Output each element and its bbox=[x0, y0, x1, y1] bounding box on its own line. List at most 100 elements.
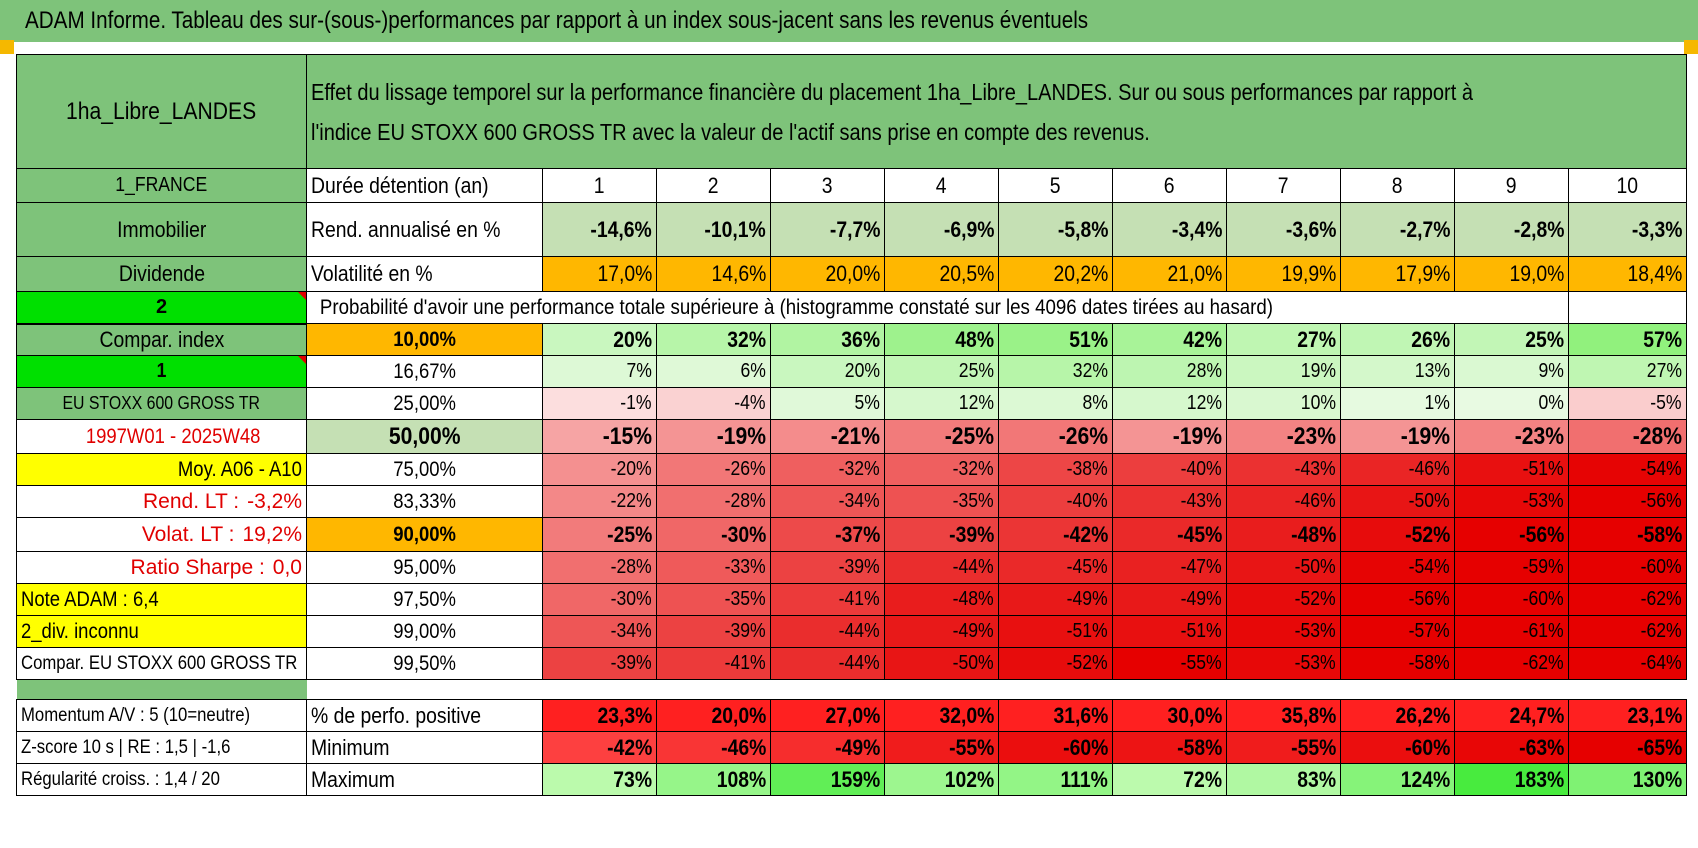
probability-value-cell[interactable]: -35% bbox=[656, 583, 771, 616]
probability-value-cell[interactable]: -62% bbox=[1454, 647, 1569, 680]
probability-value-cell[interactable]: 20% bbox=[542, 323, 657, 356]
probability-value-cell[interactable]: -37% bbox=[770, 517, 885, 552]
probability-value-cell[interactable]: -32% bbox=[770, 453, 885, 486]
probability-value-cell[interactable]: -45% bbox=[998, 551, 1113, 584]
probability-value-cell[interactable]: 7% bbox=[542, 355, 657, 388]
probability-value-cell[interactable]: -62% bbox=[1567, 615, 1688, 648]
probability-value-cell[interactable]: -35% bbox=[884, 485, 999, 518]
stat-value-cell[interactable]: -60% bbox=[1340, 731, 1455, 764]
probability-value-cell[interactable]: -26% bbox=[998, 419, 1113, 454]
probability-value-cell[interactable]: -34% bbox=[542, 615, 657, 648]
rend-value-cell[interactable]: -3,4% bbox=[1112, 202, 1227, 257]
probability-threshold-cell[interactable]: 75,00% bbox=[306, 453, 543, 486]
probability-value-cell[interactable]: 57% bbox=[1567, 323, 1688, 356]
vol-value-cell[interactable]: 18,4% bbox=[1567, 256, 1688, 292]
probability-value-cell[interactable]: 20% bbox=[770, 355, 885, 388]
vol-value-cell[interactable]: 20,0% bbox=[770, 256, 885, 292]
category-cell[interactable]: Immobilier bbox=[16, 202, 307, 257]
rend-value-cell[interactable]: -2,7% bbox=[1340, 202, 1455, 257]
probability-value-cell[interactable]: -26% bbox=[656, 453, 771, 486]
holding-year-cell[interactable]: 2 bbox=[656, 168, 771, 203]
probability-value-cell[interactable]: 26% bbox=[1340, 323, 1455, 356]
probability-value-cell[interactable]: -51% bbox=[998, 615, 1113, 648]
probability-value-cell[interactable]: -56% bbox=[1454, 517, 1569, 552]
probability-value-cell[interactable]: -39% bbox=[770, 551, 885, 584]
selector-2-cell[interactable]: 2 bbox=[16, 291, 307, 324]
div-label-cell[interactable]: 2_div. inconnu bbox=[16, 615, 307, 648]
stat-value-cell[interactable]: -49% bbox=[770, 731, 885, 764]
probability-value-cell[interactable]: -41% bbox=[770, 583, 885, 616]
stat-value-cell[interactable]: -63% bbox=[1454, 731, 1569, 764]
probability-value-cell[interactable]: -22% bbox=[542, 485, 657, 518]
rend-value-cell[interactable]: -3,6% bbox=[1226, 202, 1341, 257]
vol-value-cell[interactable]: 17,0% bbox=[542, 256, 657, 292]
probability-value-cell[interactable]: -28% bbox=[542, 551, 657, 584]
positive-label-cell[interactable]: % de perfo. positive bbox=[306, 699, 543, 732]
vol-value-cell[interactable]: 14,6% bbox=[656, 256, 771, 292]
stat-value-cell[interactable]: -55% bbox=[884, 731, 999, 764]
vol-label-cell[interactable]: Volatilité en % bbox=[306, 256, 543, 292]
probability-threshold-cell[interactable]: 16,67% bbox=[306, 355, 543, 388]
holding-year-cell[interactable]: 9 bbox=[1454, 168, 1569, 203]
holding-year-cell[interactable]: 3 bbox=[770, 168, 885, 203]
probability-value-cell[interactable]: 0% bbox=[1454, 387, 1569, 420]
probability-value-cell[interactable]: -57% bbox=[1340, 615, 1455, 648]
stat-value-cell[interactable]: 159% bbox=[770, 763, 885, 796]
stat-value-cell[interactable]: 31,6% bbox=[998, 699, 1113, 732]
stat-value-cell[interactable]: 102% bbox=[884, 763, 999, 796]
probability-value-cell[interactable]: -5% bbox=[1567, 387, 1688, 420]
probability-value-cell[interactable]: -49% bbox=[1112, 583, 1227, 616]
probability-value-cell[interactable]: -52% bbox=[1226, 583, 1341, 616]
probability-value-cell[interactable]: -40% bbox=[1112, 453, 1227, 486]
stat-value-cell[interactable]: 30,0% bbox=[1112, 699, 1227, 732]
probability-value-cell[interactable]: -61% bbox=[1454, 615, 1569, 648]
probability-value-cell[interactable]: 1% bbox=[1340, 387, 1455, 420]
probability-value-cell[interactable]: -44% bbox=[770, 615, 885, 648]
min-label-cell[interactable]: Minimum bbox=[306, 731, 543, 764]
rend-value-cell[interactable]: -3,3% bbox=[1567, 202, 1688, 257]
stat-value-cell[interactable]: -46% bbox=[656, 731, 771, 764]
stat-value-cell[interactable]: 111% bbox=[998, 763, 1113, 796]
probability-value-cell[interactable]: -38% bbox=[998, 453, 1113, 486]
rend-value-cell[interactable]: -6,9% bbox=[884, 202, 999, 257]
probability-value-cell[interactable]: 25% bbox=[884, 355, 999, 388]
probability-value-cell[interactable]: 28% bbox=[1112, 355, 1227, 388]
stat-value-cell[interactable]: 20,0% bbox=[656, 699, 771, 732]
probability-value-cell[interactable]: -39% bbox=[656, 615, 771, 648]
rend-value-cell[interactable]: -7,7% bbox=[770, 202, 885, 257]
probability-value-cell[interactable]: 12% bbox=[1112, 387, 1227, 420]
compar-index-label-cell[interactable]: Compar. index bbox=[16, 322, 307, 356]
probability-value-cell[interactable]: -53% bbox=[1454, 485, 1569, 518]
probability-value-cell[interactable]: -30% bbox=[542, 583, 657, 616]
rend-value-cell[interactable]: -14,6% bbox=[542, 202, 657, 257]
rend-value-cell[interactable]: -10,1% bbox=[656, 202, 771, 257]
selector-1-cell[interactable]: 1 bbox=[16, 355, 307, 388]
vol-value-cell[interactable]: 20,2% bbox=[998, 256, 1113, 292]
probability-value-cell[interactable]: 36% bbox=[770, 323, 885, 356]
vol-value-cell[interactable]: 21,0% bbox=[1112, 256, 1227, 292]
vol-value-cell[interactable]: 20,5% bbox=[884, 256, 999, 292]
stat-value-cell[interactable]: -58% bbox=[1112, 731, 1227, 764]
stat-value-cell[interactable]: 183% bbox=[1454, 763, 1569, 796]
probability-value-cell[interactable]: 42% bbox=[1112, 323, 1227, 356]
probability-value-cell[interactable]: -40% bbox=[998, 485, 1113, 518]
max-label-cell[interactable]: Maximum bbox=[306, 763, 543, 796]
probability-value-cell[interactable]: -25% bbox=[884, 419, 999, 454]
vol-value-cell[interactable]: 17,9% bbox=[1340, 256, 1455, 292]
probability-value-cell[interactable]: -54% bbox=[1340, 551, 1455, 584]
probability-value-cell[interactable]: -21% bbox=[770, 419, 885, 454]
probability-value-cell[interactable]: -53% bbox=[1226, 615, 1341, 648]
probability-value-cell[interactable]: -59% bbox=[1454, 551, 1569, 584]
stat-value-cell[interactable]: 35,8% bbox=[1226, 699, 1341, 732]
probability-value-cell[interactable]: -39% bbox=[884, 517, 999, 552]
probability-value-cell[interactable]: -52% bbox=[998, 647, 1113, 680]
probability-value-cell[interactable]: 32% bbox=[998, 355, 1113, 388]
probability-value-cell[interactable]: -43% bbox=[1112, 485, 1227, 518]
probability-threshold-cell[interactable]: 83,33% bbox=[306, 485, 543, 518]
zscore-label-cell[interactable]: Z-score 10 s | RE : 1,5 | -1,6 bbox=[16, 731, 307, 764]
probability-value-cell[interactable]: -58% bbox=[1340, 647, 1455, 680]
probability-value-cell[interactable]: 12% bbox=[884, 387, 999, 420]
asset-name-cell[interactable]: 1ha_Libre_LANDES bbox=[16, 54, 307, 169]
stat-value-cell[interactable]: 83% bbox=[1226, 763, 1341, 796]
probability-value-cell[interactable]: 48% bbox=[884, 323, 999, 356]
